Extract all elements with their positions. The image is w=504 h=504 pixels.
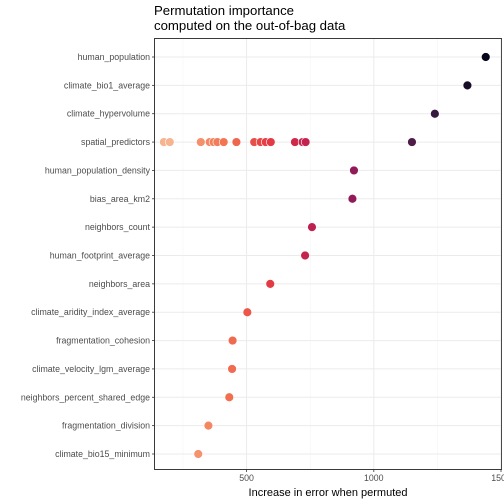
y-tick-label: neighbors_percent_shared_edge	[21, 392, 150, 402]
data-point	[203, 420, 214, 431]
plot-panel	[154, 38, 502, 470]
y-tick-label: fragmentation_cohesion	[56, 336, 150, 346]
data-point	[227, 335, 238, 346]
data-point	[266, 137, 276, 147]
data-point	[307, 222, 317, 232]
y-tick-label: fragmentation_division	[62, 421, 150, 431]
x-axis-ticks: 500 1000 1500	[239, 469, 504, 483]
grid-major	[155, 39, 502, 469]
x-axis-title: Increase in error when permuted	[249, 487, 408, 499]
chart-title: Permutation importance computed on the o…	[154, 3, 346, 33]
y-tick-label: spatial_predictors	[81, 137, 151, 147]
y-tick-label: neighbors_count	[85, 222, 151, 232]
data-point	[224, 392, 234, 402]
y-tick-label: human_population	[78, 52, 150, 62]
x-tick-label: 1000	[364, 473, 384, 483]
y-tick-label: climate_bio1_average	[64, 80, 150, 90]
data-point	[430, 109, 440, 119]
data-point	[231, 137, 242, 147]
data-point	[300, 137, 311, 147]
data-point	[193, 449, 203, 459]
y-tick-label: bias_area_km2	[90, 194, 150, 204]
y-tick-label: climate_aridity_index_average	[31, 307, 150, 317]
data-point	[462, 80, 473, 91]
chart-title-line-2: computed on the out-of-bag data	[154, 18, 346, 33]
data-points	[159, 52, 491, 459]
data-point	[218, 137, 229, 147]
data-point	[165, 137, 175, 147]
data-point	[300, 250, 310, 261]
y-tick-label: human_population_density	[45, 165, 151, 175]
y-axis-ticks: human_population climate_bio1_averageclim…	[21, 52, 155, 459]
data-point	[196, 137, 206, 147]
chart-title-line-1: Permutation importance	[154, 3, 294, 18]
data-point	[349, 165, 359, 176]
data-point	[407, 137, 417, 147]
plot-panel-border	[154, 38, 502, 470]
x-tick-label: 1500	[491, 473, 504, 483]
y-tick-label: climate_hypervolume	[67, 109, 150, 119]
y-tick-label: climate_bio15_minimum	[55, 449, 150, 459]
data-point	[242, 307, 253, 317]
y-tick-label: human_footprint_average	[50, 251, 150, 261]
y-tick-label: climate_velocity_lgm_average	[32, 364, 150, 374]
data-point	[265, 279, 275, 289]
x-tick-label: 500	[239, 473, 254, 483]
data-point	[481, 52, 491, 62]
y-tick-label: neighbors_area	[89, 279, 150, 289]
data-point	[347, 194, 358, 204]
data-point	[227, 364, 237, 374]
